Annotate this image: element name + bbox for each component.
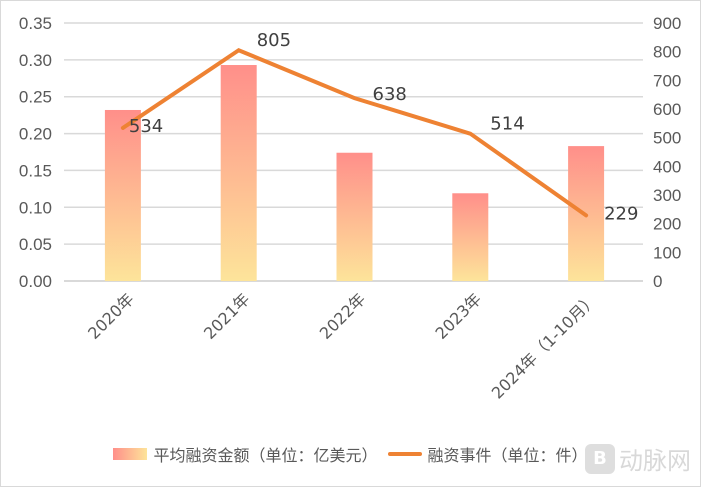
left-axis: 0.00 0.05 0.10 0.15 0.20 0.25 0.30 0.35 — [19, 14, 52, 291]
line-path[interactable] — [120, 47, 589, 218]
watermark-text: 动脉网 — [619, 447, 691, 475]
legend-item-avg-amount[interactable]: 平均融资金额（单位：亿美元） — [113, 442, 378, 466]
right-tick-label: 400 — [653, 157, 681, 176]
x-axis-labels: 2020年 2021年 2022年 2023年 2024年（1-10月） — [84, 289, 601, 402]
x-tick-label: 2023年 — [432, 289, 486, 343]
right-tick-label: 900 — [653, 14, 681, 33]
legend-item-events[interactable]: 融资事件（单位：件） — [387, 442, 588, 466]
left-tick-label: 0.25 — [19, 88, 52, 107]
left-tick-label: 0.30 — [19, 51, 52, 70]
data-label: 805 — [257, 30, 291, 51]
legend-label: 平均融资金额（单位：亿美元） — [153, 446, 378, 465]
data-label: 229 — [604, 203, 638, 224]
left-tick-label: 0.00 — [19, 272, 52, 291]
left-tick-label: 0.10 — [19, 198, 52, 217]
right-tick-label: 0 — [653, 272, 662, 291]
x-tick-label: 2022年 — [316, 289, 370, 343]
line-series: 534 805 638 514 229 — [120, 30, 638, 224]
right-tick-label: 300 — [653, 186, 681, 205]
left-tick-label: 0.05 — [19, 235, 52, 254]
legend-label: 融资事件（单位：件） — [427, 446, 588, 465]
x-tick-label: 2020年 — [84, 289, 138, 343]
right-axis: 0 100 200 300 400 500 600 700 800 900 — [653, 14, 681, 291]
bar-series — [104, 65, 605, 282]
right-tick-label: 600 — [653, 100, 681, 119]
data-label: 534 — [129, 116, 163, 137]
right-tick-label: 200 — [653, 215, 681, 234]
bar[interactable] — [104, 109, 141, 282]
data-label: 514 — [490, 114, 524, 135]
data-label: 638 — [373, 84, 407, 105]
right-tick-label: 700 — [653, 71, 681, 90]
watermark: B 动脉网 — [585, 441, 691, 476]
left-tick-label: 0.35 — [19, 14, 52, 33]
right-tick-label: 800 — [653, 43, 681, 62]
x-tick-label: 2024年（1-10月） — [488, 289, 601, 402]
bar[interactable] — [452, 193, 489, 281]
left-tick-label: 0.15 — [19, 161, 52, 180]
right-tick-label: 500 — [653, 129, 681, 148]
legend: 平均融资金额（单位：亿美元） 融资事件（单位：件） — [0, 436, 701, 472]
watermark-logo-icon: B — [585, 443, 615, 474]
bar[interactable] — [220, 65, 257, 281]
x-tick-label: 2021年 — [200, 289, 254, 343]
line-swatch-icon — [387, 452, 422, 456]
bar-swatch-icon — [113, 448, 148, 460]
left-tick-label: 0.20 — [19, 125, 52, 144]
right-tick-label: 100 — [653, 243, 681, 262]
bar[interactable] — [336, 152, 373, 281]
